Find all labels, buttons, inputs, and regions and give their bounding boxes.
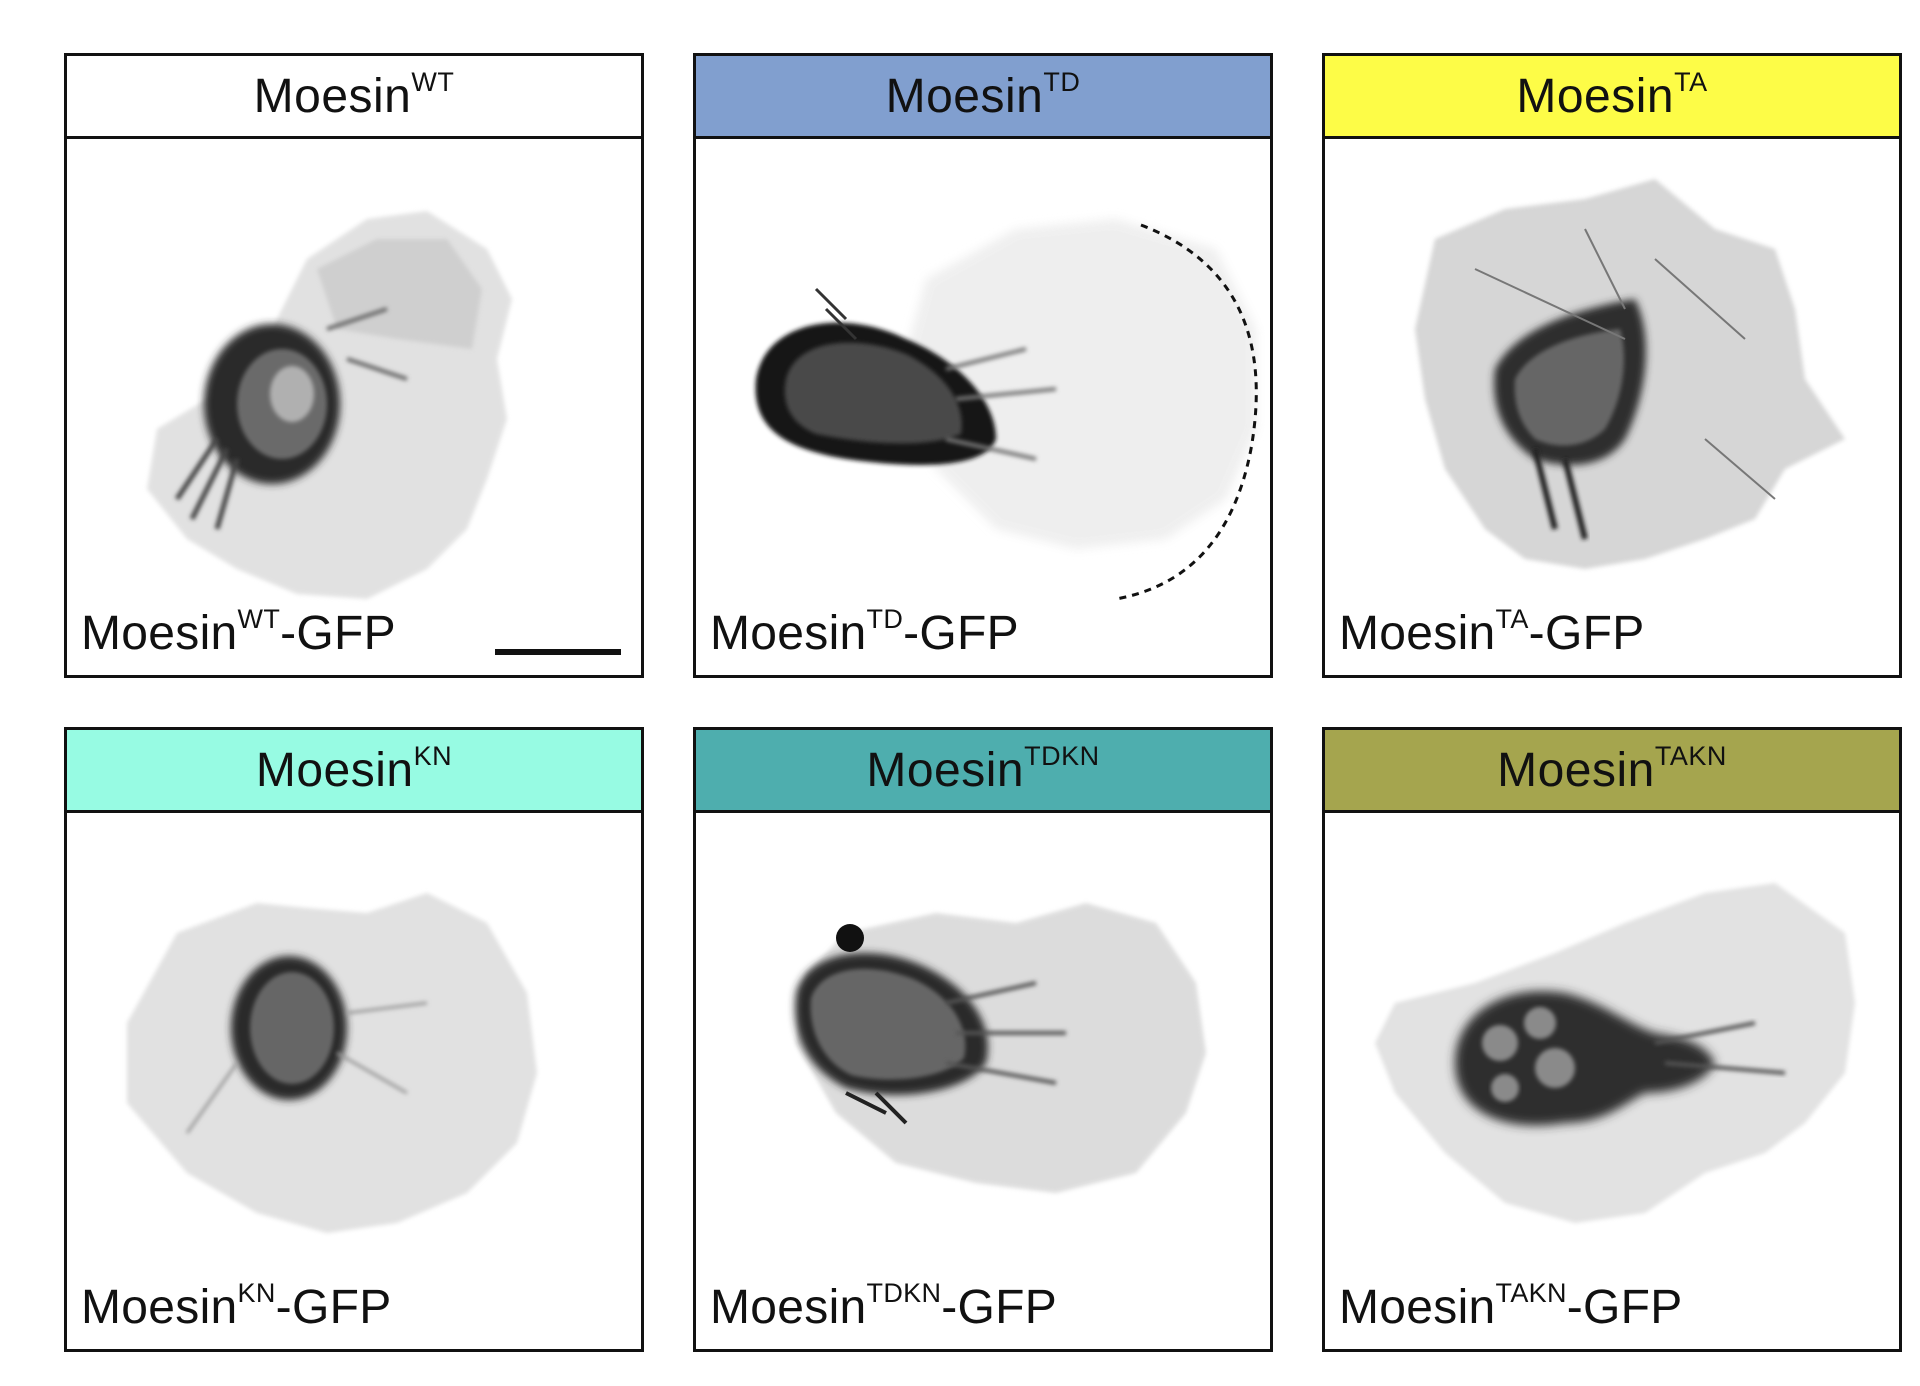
cell-image (127, 893, 537, 1233)
panel-header: MoesinWT (64, 53, 644, 141)
panel-caption: MoesinTAKN-GFP (1339, 1278, 1683, 1335)
panel-header: MoesinTDKN (693, 727, 1273, 815)
micrograph: MoesinTDKN-GFP (693, 813, 1273, 1352)
panel-moesin-td: MoesinTD MoesinTD-GFP (693, 53, 1273, 678)
panel-header: MoesinTD (693, 53, 1273, 141)
cell-image (1375, 883, 1855, 1223)
panel-header: MoesinKN (64, 727, 644, 815)
cell-image (1415, 179, 1845, 569)
header-title: MoesinTDKN (866, 740, 1100, 797)
header-title: MoesinTAKN (1497, 740, 1727, 797)
header-title: MoesinTD (885, 66, 1081, 123)
micrograph: MoesinTD-GFP (693, 139, 1273, 678)
panel-caption: MoesinWT-GFP (81, 604, 396, 661)
scale-bar (495, 649, 621, 655)
cell-image (755, 219, 1258, 601)
panel-moesin-takn: MoesinTAKN MoesinTAKN-GFP (1322, 727, 1902, 1352)
panel-moesin-kn: MoesinKN MoesinKN-GFP (64, 727, 644, 1352)
cell-image (147, 211, 512, 599)
dashed-leading-edge (1115, 223, 1258, 601)
micrograph: MoesinKN-GFP (64, 813, 644, 1352)
panel-header: MoesinTAKN (1322, 727, 1902, 815)
panel-moesin-wt: MoesinWT MoesinWT-GFP (64, 53, 644, 678)
header-title: MoesinWT (253, 66, 455, 123)
cell-image (795, 903, 1206, 1193)
micrograph: MoesinTA-GFP (1322, 139, 1902, 678)
panel-caption: MoesinTA-GFP (1339, 604, 1645, 661)
micrograph: MoesinTAKN-GFP (1322, 813, 1902, 1352)
panel-caption: MoesinTDKN-GFP (710, 1278, 1058, 1335)
header-title: MoesinKN (255, 740, 453, 797)
panel-header: MoesinTA (1322, 53, 1902, 141)
micrograph: MoesinWT-GFP (64, 139, 644, 678)
header-title: MoesinTA (1516, 66, 1708, 123)
panel-moesin-ta: MoesinTA MoesinTA-GFP (1322, 53, 1902, 678)
panel-caption: MoesinTD-GFP (710, 604, 1019, 661)
panel-caption: MoesinKN-GFP (81, 1278, 392, 1335)
panel-moesin-tdkn: MoesinTDKN MoesinTDKN-GFP (693, 727, 1273, 1352)
